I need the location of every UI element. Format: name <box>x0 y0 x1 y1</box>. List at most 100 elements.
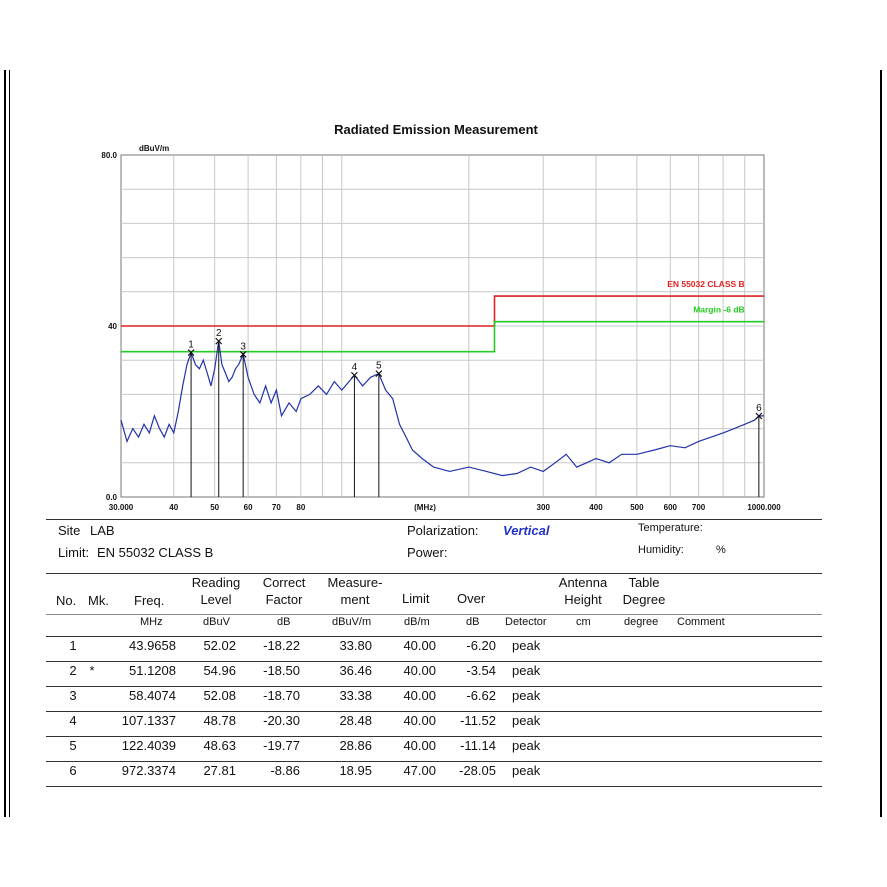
cell-over: -11.52 <box>460 713 496 728</box>
x-tick-label-3: 60 <box>244 503 253 512</box>
header-antenna-line1: Antenna <box>558 575 608 590</box>
x-tick-label-9: 600 <box>664 503 678 512</box>
cell-over: -11.14 <box>460 738 496 753</box>
cell-measure: 18.95 <box>339 763 372 778</box>
cell-measure: 33.38 <box>339 688 372 703</box>
header-reading: Reading Level <box>188 574 244 608</box>
cell-factor: -18.50 <box>263 663 300 678</box>
cell-limit: 40.00 <box>403 663 436 678</box>
marker-layer: 1 2 3 4 5 6 <box>187 328 763 497</box>
unit-table: degree <box>624 616 659 628</box>
polarization-label: Polarization: <box>407 523 479 538</box>
header-over: Over <box>457 591 486 606</box>
unit-antenna: cm <box>576 616 591 628</box>
cell-reading: 27.81 <box>203 763 236 778</box>
cell-no: 1 <box>69 638 77 653</box>
row-divider <box>46 761 822 762</box>
cell-over: -28.05 <box>459 763 496 778</box>
y-tick-label-1: 40 <box>108 322 117 331</box>
limit-lines: EN 55032 CLASS B Margin -6 dB <box>121 279 764 353</box>
cell-limit: 47.00 <box>403 763 436 778</box>
unit-reading: dBuV <box>203 616 230 628</box>
limit-line-1 <box>121 320 764 353</box>
cell-no: 2 <box>69 663 77 678</box>
cell-freq: 972.3374 <box>121 763 176 778</box>
x-axis-unit: (MHz) <box>414 503 436 512</box>
limit-value: EN 55032 CLASS B <box>97 545 214 560</box>
header-measurement-line2: ment <box>340 592 370 607</box>
unit-detector: Detector <box>505 616 547 628</box>
marker-label-4: 4 <box>352 362 358 373</box>
x-tick-label-4: 70 <box>272 503 281 512</box>
x-tick-label-10: 700 <box>692 503 706 512</box>
y-axis-unit: dBuV/m <box>139 144 169 153</box>
header-freq: Freq. <box>134 593 165 608</box>
unit-freq: MHz <box>140 616 163 628</box>
cell-limit: 40.00 <box>403 688 436 703</box>
x-tick-label-0: 30.000 <box>109 503 134 512</box>
header-reading-line1: Reading <box>191 575 241 590</box>
cell-over: -3.54 <box>466 663 496 678</box>
cell-freq: 43.9658 <box>129 638 176 653</box>
page-border-left <box>4 70 6 817</box>
cell-no: 3 <box>69 688 77 703</box>
page-border-right <box>880 70 882 817</box>
unit-comment: Comment <box>677 616 725 628</box>
header-antenna: Antenna Height <box>553 574 613 608</box>
site-label: Site <box>58 523 81 538</box>
row-divider <box>46 786 822 787</box>
header-reading-line2: Level <box>200 592 232 607</box>
header-factor-line1: Correct <box>262 575 306 590</box>
cell-over: -6.20 <box>466 638 496 653</box>
cell-no: 5 <box>69 738 77 753</box>
emission-trace-0 <box>120 341 765 477</box>
x-tick-label-5: 80 <box>296 503 305 512</box>
marker-cross-1 <box>187 349 195 356</box>
cell-freq: 58.4074 <box>129 688 176 703</box>
row-divider <box>46 711 822 712</box>
cell-detector: peak <box>512 713 541 728</box>
unit-measure: dBuV/m <box>332 616 372 628</box>
cell-measure: 28.48 <box>339 713 372 728</box>
header-table-degree: Table Degree <box>616 574 672 608</box>
marker-label-5: 5 <box>376 361 382 372</box>
cell-reading: 52.08 <box>203 688 236 703</box>
row-divider <box>46 736 822 737</box>
y-tick-label-2: 0.0 <box>106 493 118 502</box>
x-tick-label-6: 300 <box>537 503 551 512</box>
unit-limit: dB/m <box>404 616 430 628</box>
units-divider <box>46 636 822 637</box>
x-tick-label-11: 1000.000 <box>747 503 781 512</box>
cell-detector: peak <box>512 638 541 653</box>
chart-title: Radiated Emission Measurement <box>334 122 538 137</box>
cell-factor: -8.86 <box>270 763 300 778</box>
cell-factor: -20.30 <box>263 713 300 728</box>
y-tick-label-0: 80.0 <box>101 151 117 160</box>
cell-detector: peak <box>512 763 541 778</box>
cell-reading: 48.78 <box>203 713 236 728</box>
emission-chart: Radiated Emission Measurement dBuV/m EN … <box>101 122 781 512</box>
header-divider <box>46 614 822 615</box>
x-tick-label-8: 500 <box>630 503 644 512</box>
header-table-line1: Table <box>628 575 660 590</box>
unit-factor: dB <box>277 616 291 628</box>
polarization-value: Vertical <box>503 523 550 538</box>
humidity-label: Humidity: <box>638 544 684 556</box>
marker-label-3: 3 <box>240 341 246 352</box>
x-tick-label-7: 400 <box>589 503 603 512</box>
limit-label: Limit: <box>58 545 90 560</box>
cell-reading: 54.96 <box>203 663 236 678</box>
marker-cross-3 <box>239 350 247 358</box>
cell-limit: 40.00 <box>403 713 436 728</box>
cell-factor: -18.70 <box>263 688 300 703</box>
header-limit: Limit <box>402 591 430 606</box>
cell-measure: 33.80 <box>339 638 372 653</box>
table-top-line <box>46 573 822 574</box>
power-label: Power: <box>407 545 448 560</box>
cell-freq: 107.1337 <box>121 713 176 728</box>
header-factor: Correct Factor <box>256 574 312 608</box>
marker-label-2: 2 <box>216 328 222 339</box>
marker-label-1: 1 <box>188 340 194 351</box>
tick-label-layer: 30.000 40 50 60 70 80 300 400 500 600 700 1000.000 8… <box>101 151 781 512</box>
marker-label-6: 6 <box>756 403 762 414</box>
